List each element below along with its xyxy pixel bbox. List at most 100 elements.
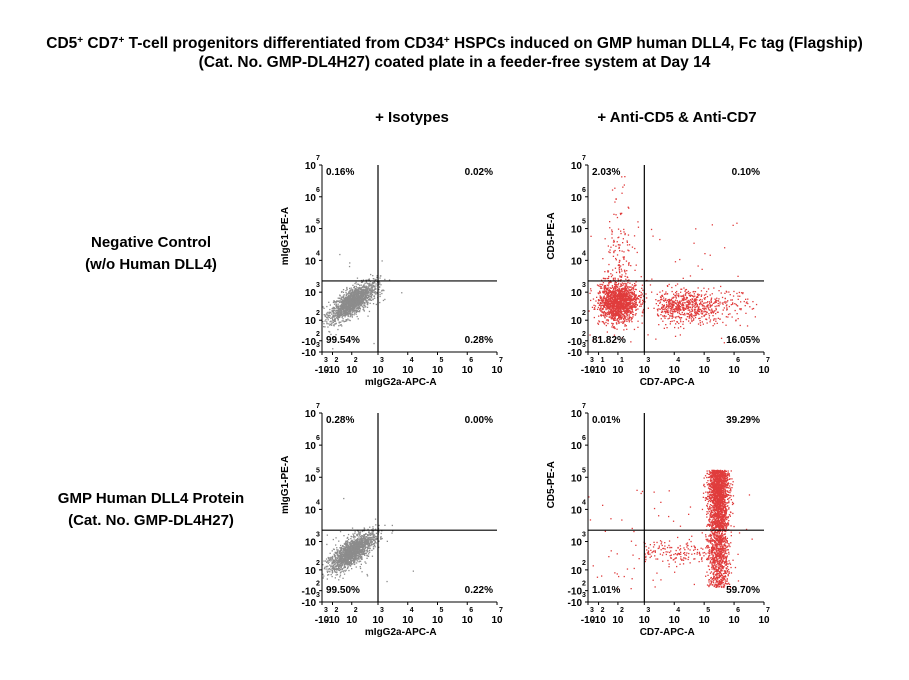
event-dot	[346, 567, 349, 570]
event-dot	[676, 304, 678, 306]
y-tick-label: 10	[571, 288, 583, 299]
x-tick-label: 10	[758, 365, 770, 376]
event-dot	[627, 303, 629, 305]
event-dot	[612, 310, 615, 312]
event-dot	[326, 578, 328, 580]
y-tick-label: -10	[302, 348, 317, 359]
event-dot	[729, 313, 731, 315]
event-dot	[606, 299, 608, 301]
event-dot	[349, 292, 352, 294]
event-dot	[641, 315, 643, 317]
event-dot	[332, 318, 334, 320]
event-dot	[589, 292, 591, 294]
event-dot	[602, 290, 604, 292]
event-dot	[608, 263, 610, 266]
event-dot	[719, 318, 721, 320]
event-dot	[744, 305, 746, 307]
event-dot	[718, 298, 720, 300]
event-dot	[680, 291, 682, 293]
event-dot	[699, 302, 702, 305]
event-dot	[370, 287, 372, 290]
event-dot	[368, 294, 370, 296]
event-dot	[615, 283, 617, 286]
event-dot	[621, 302, 623, 304]
event-dot	[360, 284, 362, 286]
event-dot	[336, 300, 338, 303]
event-dot	[364, 282, 366, 285]
event-dot	[332, 321, 334, 324]
event-dot	[343, 571, 345, 573]
event-dot	[683, 297, 685, 299]
event-dot	[695, 296, 698, 298]
event-dot	[703, 302, 705, 304]
event-dot	[620, 305, 622, 308]
event-dot	[600, 309, 602, 312]
event-dot	[656, 293, 658, 295]
event-dot	[673, 320, 675, 322]
event-dot	[325, 316, 328, 318]
event-dot	[366, 282, 368, 284]
event-dot	[707, 288, 710, 290]
event-dot	[349, 313, 351, 315]
event-dot	[628, 250, 630, 252]
event-dot	[333, 314, 335, 317]
event-dot	[673, 304, 675, 306]
event-dot	[336, 549, 338, 551]
event-dot	[338, 325, 340, 327]
event-dot	[342, 302, 344, 305]
event-dot	[666, 311, 668, 313]
x-tick-exponent: 5	[440, 357, 444, 364]
event-dot	[676, 316, 678, 318]
event-dot	[341, 312, 344, 314]
event-dot	[696, 303, 698, 306]
event-dot	[638, 295, 640, 297]
event-dot	[625, 325, 627, 327]
event-dot	[332, 348, 334, 350]
event-dot	[622, 288, 624, 290]
title-superscript: +	[118, 35, 125, 46]
event-dot	[606, 291, 608, 293]
event-dot	[630, 341, 632, 343]
event-dot	[374, 288, 376, 290]
event-dot	[343, 321, 345, 323]
event-dot	[368, 287, 370, 289]
event-dot	[626, 295, 628, 297]
event-dot	[324, 326, 326, 328]
event-dot	[351, 311, 354, 313]
event-dot	[662, 308, 664, 310]
event-dot	[338, 321, 340, 323]
event-dot	[337, 317, 340, 319]
event-dot	[603, 322, 605, 324]
event-dot	[359, 287, 362, 289]
scatter-points-negative-control-antibodies	[588, 176, 758, 344]
event-dot	[352, 306, 354, 308]
event-dot	[661, 290, 664, 292]
event-dot	[327, 317, 329, 319]
event-dot	[661, 306, 664, 308]
event-dot	[340, 301, 342, 303]
event-dot	[323, 314, 325, 316]
event-dot	[344, 310, 346, 312]
event-dot	[627, 316, 629, 318]
event-dot	[608, 283, 610, 285]
event-dot	[333, 325, 335, 327]
event-dot	[679, 319, 682, 321]
event-dot	[364, 561, 366, 563]
event-dot	[609, 287, 611, 289]
y-tick-exponent: 7	[316, 155, 320, 162]
event-dot	[354, 291, 356, 294]
event-dot	[355, 290, 358, 292]
event-dot	[359, 299, 361, 301]
event-dot	[694, 295, 696, 297]
event-dot	[366, 293, 368, 295]
event-dot	[615, 297, 617, 299]
event-dot	[349, 295, 352, 297]
event-dot	[660, 311, 663, 313]
event-dot	[340, 304, 343, 306]
event-dot	[617, 297, 619, 300]
event-dot	[621, 293, 624, 295]
event-dot	[624, 317, 627, 319]
event-dot	[369, 282, 371, 284]
event-dot	[614, 309, 617, 311]
event-dot	[641, 284, 644, 286]
